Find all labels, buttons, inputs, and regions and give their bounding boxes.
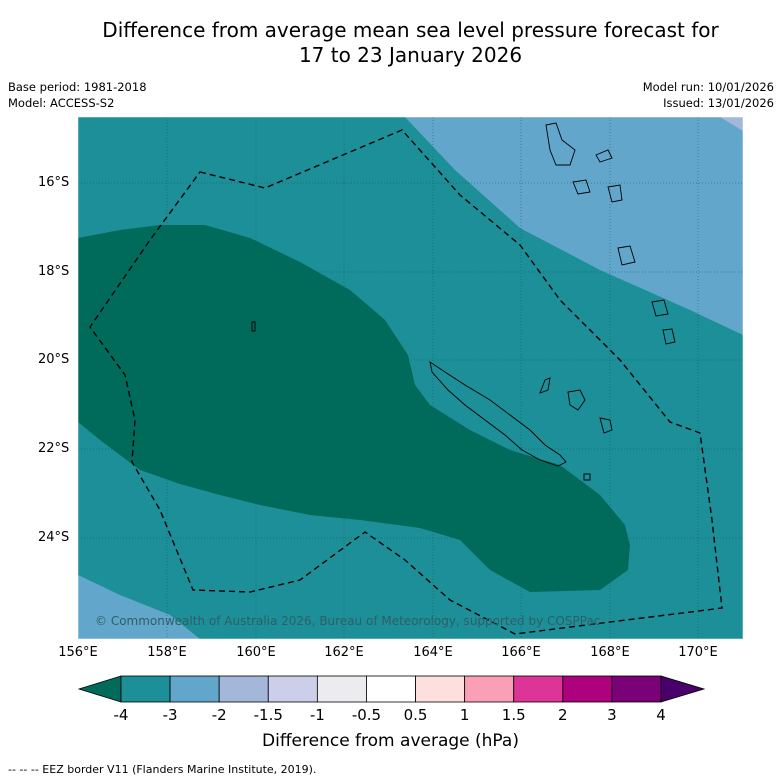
vanuatu-island-6 — [651, 299, 669, 317]
colorbar-segment-8 — [513, 675, 564, 703]
band-minus-1.5-to-minus-2-ne — [720, 117, 743, 131]
eez-border — [89, 129, 723, 635]
base-period: Base period: 1981-2018 — [8, 80, 147, 94]
coastlines — [251, 122, 676, 481]
colorbar-tick-2: -2 — [211, 706, 227, 724]
colorbar-tick-9: 2 — [558, 706, 568, 724]
eez-border-note: -- -- -- EEZ border V11 (Flanders Marine… — [8, 763, 317, 776]
vanuatu-island-2 — [595, 149, 613, 163]
colorbar-tick-5: -0.5 — [351, 706, 382, 724]
colorbar-tick-7: 1 — [459, 706, 470, 724]
lon-label-170e: 170°E — [678, 645, 718, 660]
colorbar-segment-6 — [415, 675, 466, 703]
lon-label-160e: 160°E — [236, 645, 276, 660]
lon-label-156e: 156°E — [58, 645, 98, 660]
colorbar-segment-3 — [267, 675, 318, 703]
meta-left: Base period: 1981-2018 Model: ACCESS-S2 — [8, 79, 147, 111]
colorbar-segment-1 — [169, 675, 220, 703]
vanuatu-island-4 — [607, 184, 623, 203]
vanuatu-island-3 — [572, 179, 591, 195]
colorbar-segment-0 — [120, 675, 171, 703]
colorbar-segment-5 — [366, 675, 416, 703]
vanuatu-island-1 — [545, 122, 576, 166]
colorbar-tick-3: -1.5 — [253, 706, 283, 724]
colorbar-tick-10: 3 — [607, 706, 617, 724]
colorbar-extend-high — [660, 675, 706, 703]
lat-label-20s: 20°S — [38, 352, 70, 367]
lat-label-16s: 16°S — [38, 175, 70, 190]
colorbar-extend-low — [77, 675, 122, 703]
islet-west — [251, 321, 256, 332]
colorbar-segment-7 — [464, 675, 515, 703]
lat-label-22s: 22°S — [38, 441, 70, 456]
grid-lines — [78, 117, 743, 639]
lon-label-166e: 166°E — [501, 645, 541, 660]
colorbar-segment-9 — [562, 675, 613, 703]
colorbar-segment-4 — [316, 675, 367, 703]
issued-date: Issued: 13/01/2026 — [663, 96, 774, 110]
new-caledonia-outline — [429, 361, 567, 467]
colorbar-title: Difference from average (hPa) — [262, 731, 519, 751]
map-frame — [77, 116, 744, 640]
model-run: Model run: 10/01/2026 — [642, 80, 774, 94]
band-minus-2-to-minus-3-sw — [78, 575, 200, 639]
islet-east — [583, 473, 591, 481]
lat-label-24s: 24°S — [38, 530, 70, 545]
meta-right: Model run: 10/01/2026 Issued: 13/01/2026 — [643, 79, 774, 111]
colorbar-segment-2 — [218, 675, 269, 703]
vanuatu-island-7 — [662, 328, 676, 345]
loyalty-island-1 — [539, 377, 551, 394]
colorbar-tick-1: -3 — [162, 706, 178, 724]
copyright-notice: © Commonwealth of Australia 2026, Bureau… — [95, 614, 601, 628]
model-name: Model: ACCESS-S2 — [8, 96, 115, 110]
pressure-field — [78, 117, 743, 639]
lon-label-162e: 162°E — [324, 645, 364, 660]
title-line-2: 17 to 23 January 2026 — [298, 43, 523, 67]
colorbar-tick-11: 4 — [656, 706, 666, 724]
colorbar-tick-4: -1 — [309, 706, 325, 724]
loyalty-island-2 — [567, 389, 586, 411]
vanuatu-island-5 — [617, 245, 636, 266]
colorbar-tick-8: 1.5 — [501, 706, 526, 724]
map-title: Difference from average mean sea level p… — [0, 18, 781, 68]
lon-label-164e: 164°E — [413, 645, 453, 660]
colorbar — [77, 675, 706, 703]
lon-label-158e: 158°E — [147, 645, 187, 660]
band-minus-2-to-minus-3-ne — [405, 117, 743, 335]
lat-label-18s: 18°S — [38, 264, 70, 279]
colorbar-tick-6: 0.5 — [403, 706, 428, 724]
title-line-1: Difference from average mean sea level p… — [102, 18, 719, 42]
colorbar-tick-0: -4 — [113, 706, 129, 724]
lon-label-168e: 168°E — [590, 645, 630, 660]
band-below-minus-4 — [78, 225, 630, 592]
colorbar-segment-10 — [611, 675, 662, 703]
loyalty-island-3 — [599, 417, 613, 434]
